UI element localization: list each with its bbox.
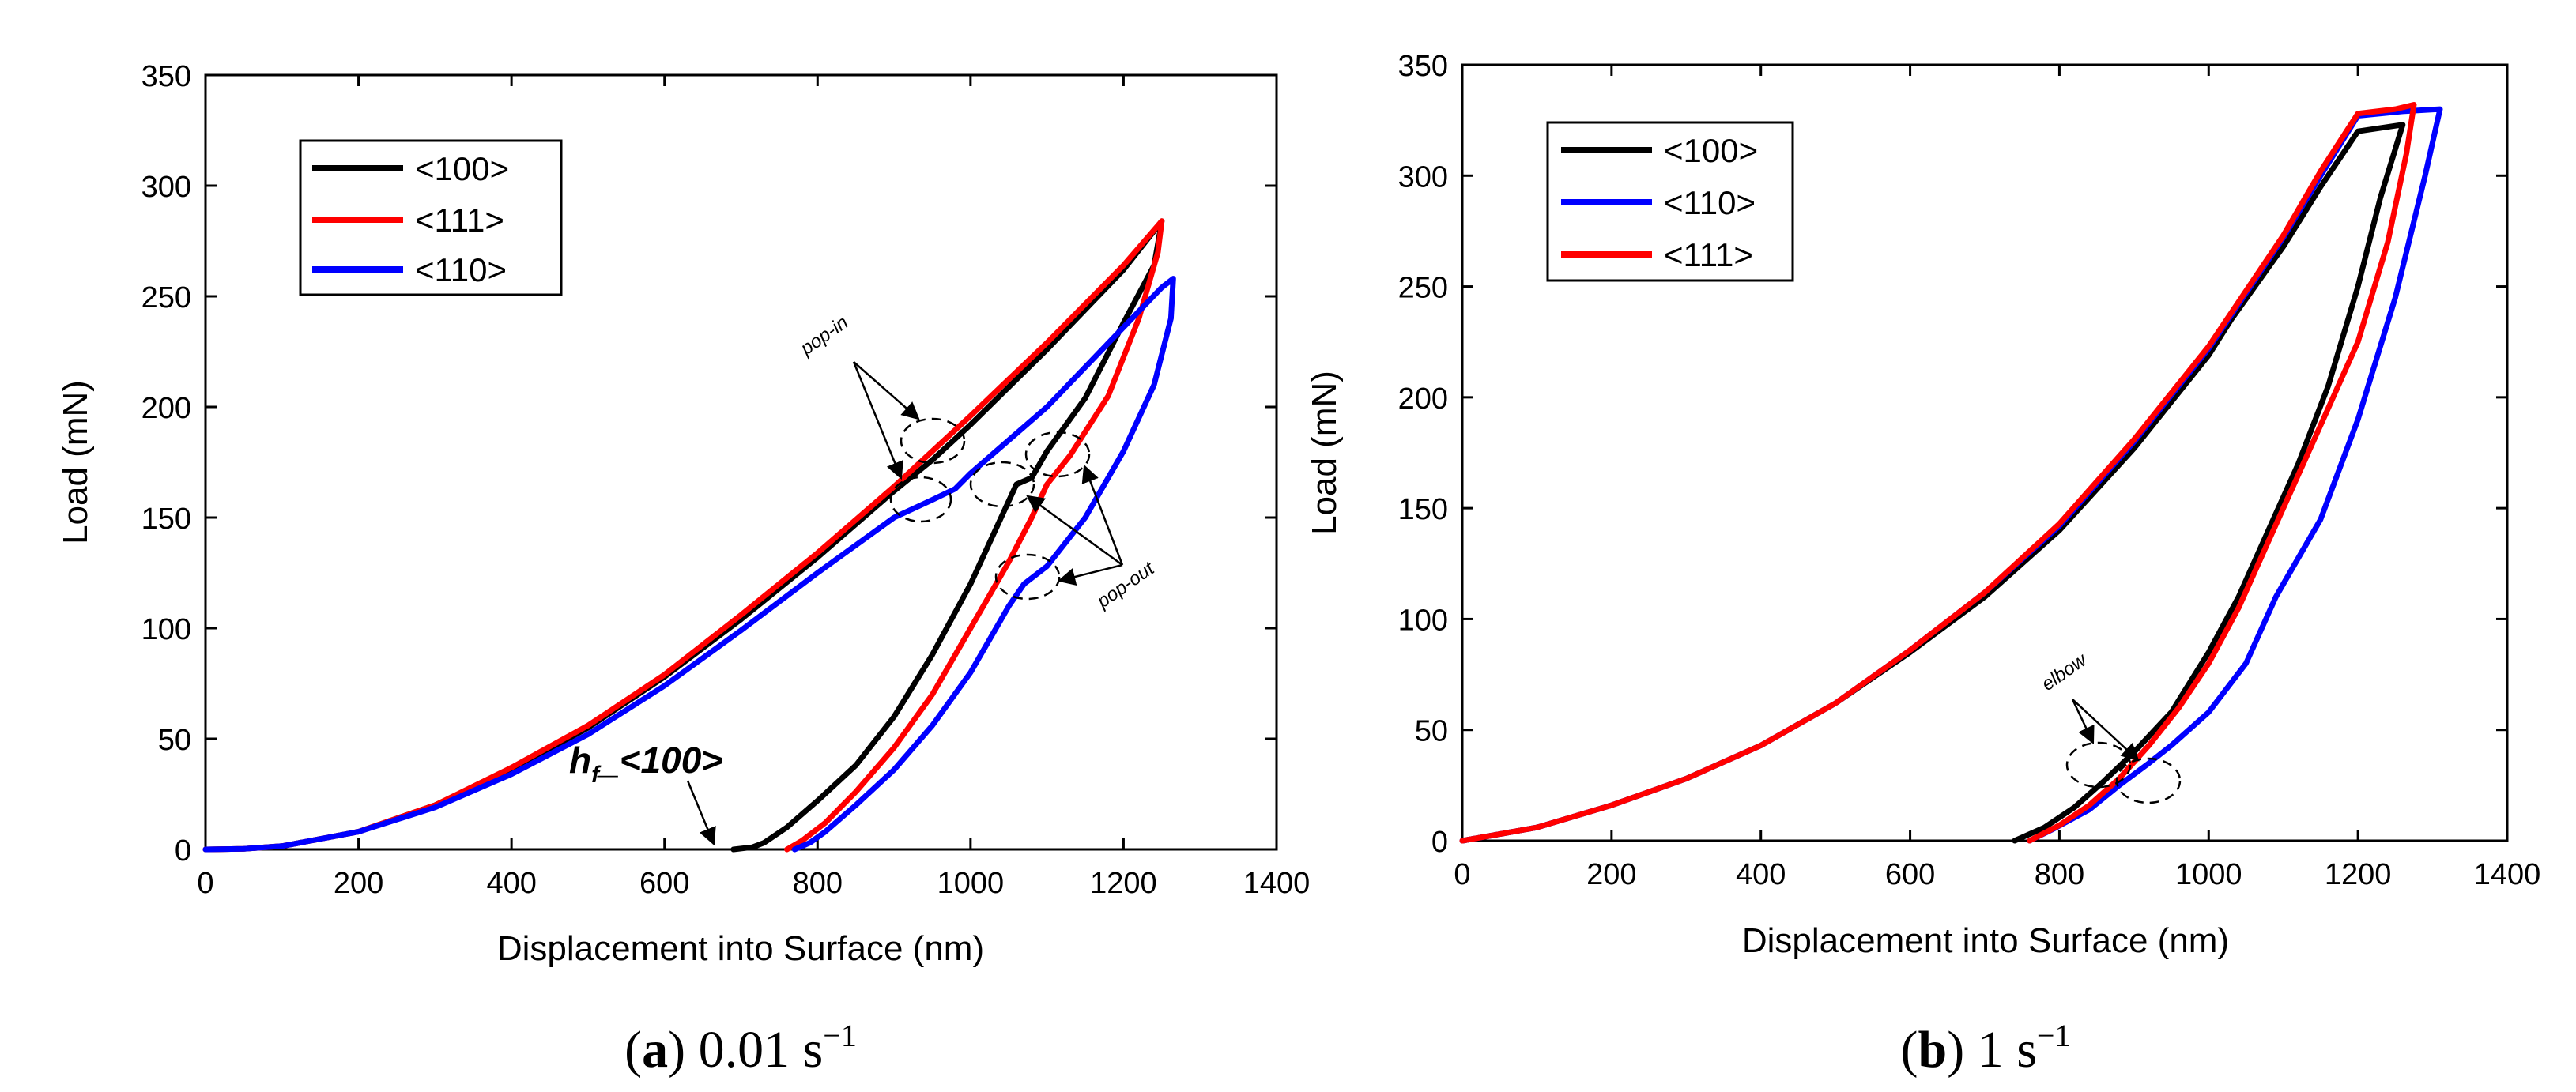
y-tick-label: 100: [1398, 604, 1448, 637]
panel-a-caption-rate: 0.01 s: [699, 1021, 824, 1079]
panel-a-caption: (a) 0.01 s−1: [624, 1018, 857, 1079]
series-line: [202, 218, 1165, 853]
panel-a-caption-exponent: −1: [823, 1018, 857, 1053]
x-tick-label: 1000: [2175, 858, 2242, 891]
series-line: [1459, 102, 2417, 844]
y-tick-label: 0: [175, 834, 191, 868]
x-tick-label: 1400: [2474, 858, 2541, 891]
panel-b-plot-frame: [1461, 63, 2509, 842]
hf-annotation-sub: f: [591, 762, 602, 788]
y-tick-label: 150: [1398, 493, 1448, 526]
panel-a-chart: 0 200 400 600 800 1000 1200 1400 0 50 100 150 200 250…: [56, 60, 1310, 1079]
panel-a-legend-label-100: <100>: [415, 150, 509, 187]
hf-annotation-base: h: [569, 740, 591, 781]
panel-b-caption: (b) 1 s−1: [1901, 1018, 2071, 1079]
x-tick-label: 0: [197, 867, 213, 900]
y-tick-label: 50: [158, 724, 191, 757]
panel-a-series: [202, 218, 1176, 853]
panel-b-caption-rate: 1 s: [1978, 1021, 2037, 1079]
x-tick-label: 800: [2035, 858, 2084, 891]
panel-a-legend: <100> <111> <110>: [299, 139, 563, 296]
pop-out-ellipse-blue: [994, 553, 1061, 601]
x-tick-label: 600: [1885, 858, 1935, 891]
panel-b-chart: 0 200 400 600 800 1000 1200 1400 0 50 100 150 200 250…: [1305, 50, 2540, 1079]
elbow-ellipse-left: [2065, 741, 2132, 789]
y-tick-label: 100: [141, 613, 191, 646]
hf-arrow: [686, 780, 716, 846]
panel-b-caption-exponent: −1: [2037, 1018, 2071, 1053]
panel-b-tick-labels: 0 200 400 600 800 1000 1200 1400 0 50 100 150 200 250…: [1398, 50, 2541, 891]
panel-a-legend-label-110: <110>: [415, 251, 507, 288]
panel-b-annotations: [2065, 699, 2182, 804]
pop-out-ellipse-black: [969, 461, 1035, 508]
panel-b-series: [1459, 102, 2443, 844]
y-tick-label: 350: [141, 60, 191, 93]
pop-in-arrow-lower: [852, 361, 903, 480]
pop-in-ellipse-lower: [889, 476, 952, 523]
y-tick-label: 250: [141, 281, 191, 314]
panel-a-annotations: [686, 361, 1124, 846]
elbow-arrow-right: [2072, 699, 2140, 762]
y-tick-label: 50: [1415, 715, 1448, 748]
x-tick-label: 800: [793, 867, 843, 900]
y-tick-label: 150: [141, 503, 191, 536]
panel-a-y-axis-label: Load (mN): [56, 380, 95, 544]
pop-out-arrow-red: [1081, 464, 1124, 566]
panel-a-x-axis-label: Displacement into Surface (nm): [497, 929, 984, 968]
x-tick-label: 200: [334, 867, 383, 900]
elbow-ellipse-right: [2115, 757, 2182, 804]
x-tick-label: 1200: [1090, 867, 1157, 900]
x-tick-label: 200: [1586, 858, 1636, 891]
x-tick-label: 600: [639, 867, 689, 900]
x-tick-label: 400: [486, 867, 536, 900]
panel-a-legend-label-111: <111>: [415, 201, 504, 239]
pop-out-arrow-blue: [1057, 563, 1123, 586]
panel-b-legend-label-100: <100>: [1664, 132, 1758, 169]
hf-annotation-rest: _<100>: [597, 740, 722, 781]
x-tick-label: 0: [1454, 858, 1470, 891]
pop-out-annotation: pop-out: [1092, 557, 1159, 612]
x-tick-label: 400: [1736, 858, 1786, 891]
panel-b-x-axis-label: Displacement into Surface (nm): [1742, 921, 2229, 960]
panel-a-tick-labels: 0 200 400 600 800 1000 1200 1400 0 50 100 150 200 250…: [141, 60, 1311, 900]
panel-b-legend: <100> <110> <111>: [1546, 121, 1794, 282]
panel-a-caption-label: a: [642, 1021, 668, 1079]
panel-b-legend-label-110: <110>: [1664, 184, 1756, 221]
panel-b-y-axis-label: Load (mN): [1305, 371, 1344, 535]
elbow-arrow-left: [2071, 699, 2095, 745]
y-tick-label: 0: [1431, 826, 1448, 859]
y-tick-label: 300: [141, 171, 191, 204]
pop-in-annotation: pop-in: [796, 312, 852, 360]
y-tick-label: 200: [1398, 382, 1448, 416]
y-tick-label: 200: [141, 392, 191, 425]
hf-annotation: hf_<100>: [569, 740, 722, 788]
series-line: [202, 276, 1176, 853]
x-tick-label: 1000: [937, 867, 1005, 900]
y-tick-label: 350: [1398, 50, 1448, 83]
pop-out-arrow-black: [1026, 495, 1123, 567]
y-tick-label: 300: [1398, 160, 1448, 194]
panel-b-legend-label-111: <111>: [1664, 236, 1753, 273]
pop-out-ellipse-red: [1024, 431, 1091, 478]
pop-in-ellipse-upper: [900, 417, 966, 465]
pop-in-arrow-upper: [853, 361, 920, 420]
elbow-annotation: elbow: [2038, 649, 2091, 695]
x-tick-label: 1200: [2325, 858, 2392, 891]
x-tick-label: 1400: [1243, 867, 1311, 900]
y-tick-label: 250: [1398, 272, 1448, 305]
panel-b-caption-label: b: [1918, 1021, 1948, 1079]
